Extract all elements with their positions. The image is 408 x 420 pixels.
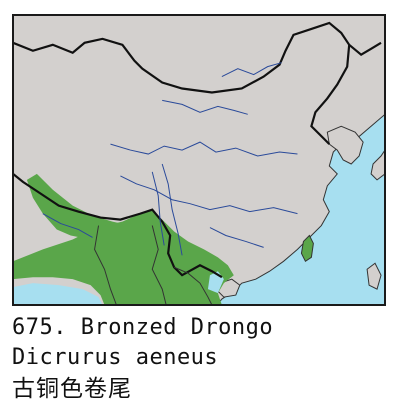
- species-number-name: 675. Bronzed Drongo: [12, 313, 396, 343]
- taiwan-island: [300, 234, 314, 263]
- river-ganges: [42, 213, 93, 238]
- scientific-name: Dicrurus aeneus: [12, 345, 219, 370]
- range-map: [12, 14, 386, 306]
- range-himalaya: [26, 173, 143, 240]
- river-yellow: [110, 141, 298, 157]
- japan-island: [370, 149, 385, 181]
- korea-land: [326, 125, 364, 165]
- internal-border: [94, 225, 213, 305]
- chinese-name: 古铜色卷尾: [12, 376, 132, 402]
- bay-of-bengal: [13, 283, 103, 305]
- national-border-south: [13, 173, 223, 279]
- map-border: [13, 15, 385, 305]
- river-mekong: [161, 163, 183, 256]
- species-caption: 675. Bronzed Drongo Dicrurus aeneus 古铜色卷…: [12, 313, 396, 405]
- river-yangtze: [120, 175, 298, 215]
- range-indochina: [13, 209, 234, 305]
- map-svg: [13, 15, 385, 305]
- national-border: [13, 21, 382, 145]
- species-number: 675.: [12, 315, 67, 340]
- river-salween: [151, 171, 165, 246]
- river-pearl: [209, 227, 264, 248]
- rivers: [42, 62, 298, 256]
- english-name: Bronzed Drongo: [80, 315, 274, 340]
- philippines-island: [366, 262, 382, 290]
- river-north: [162, 99, 248, 115]
- river-amur: [221, 62, 282, 78]
